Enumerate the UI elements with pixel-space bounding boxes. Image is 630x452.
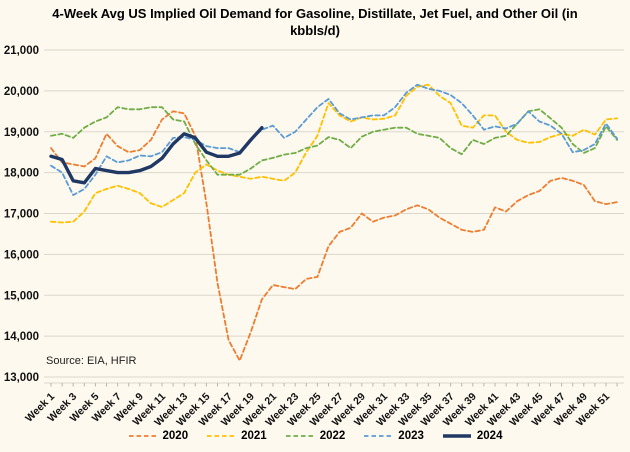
y-axis-tick-label: 17,000	[4, 209, 39, 221]
y-axis-tick-label: 15,000	[4, 290, 39, 302]
legend-label: 2021	[241, 430, 267, 442]
legend-swatch-2020	[128, 435, 157, 437]
legend-swatch-2022	[285, 435, 314, 437]
legend-item-2021: 2021	[206, 430, 267, 442]
series-line-2024	[49, 125, 264, 185]
legend-item-2022: 2022	[285, 430, 346, 442]
y-axis-tick-label: 21,000	[4, 45, 39, 57]
y-axis-tick-label: 13,000	[4, 372, 39, 384]
y-axis-tick-label: 14,000	[4, 331, 39, 343]
y-axis-tick-label: 19,000	[4, 127, 39, 139]
legend-swatch-2024	[442, 434, 471, 438]
chart-legend: 2020 2021 2022 2023 2024	[0, 430, 630, 442]
legend-item-2020: 2020	[128, 430, 189, 442]
legend-label: 2023	[398, 430, 424, 442]
y-axis-tick-label: 20,000	[4, 86, 39, 98]
y-axis-tick-label: 16,000	[4, 249, 39, 261]
legend-swatch-2021	[207, 435, 236, 437]
legend-item-2024: 2024	[442, 430, 503, 442]
legend-swatch-2023	[364, 435, 393, 437]
series-line-2022	[50, 106, 618, 176]
series-line-2023	[50, 83, 618, 197]
series-line-2021	[50, 83, 618, 224]
legend-label: 2020	[162, 430, 189, 442]
source-note: Source: EIA, HFIR	[46, 355, 137, 367]
legend-label: 2024	[476, 430, 503, 442]
series-line-2020	[50, 110, 618, 362]
legend-item-2023: 2023	[363, 430, 424, 442]
legend-label: 2022	[319, 430, 346, 442]
chart-title: 4-Week Avg US Implied Oil Demand for Gas…	[52, 6, 578, 38]
y-axis-tick-label: 18,000	[4, 168, 39, 180]
